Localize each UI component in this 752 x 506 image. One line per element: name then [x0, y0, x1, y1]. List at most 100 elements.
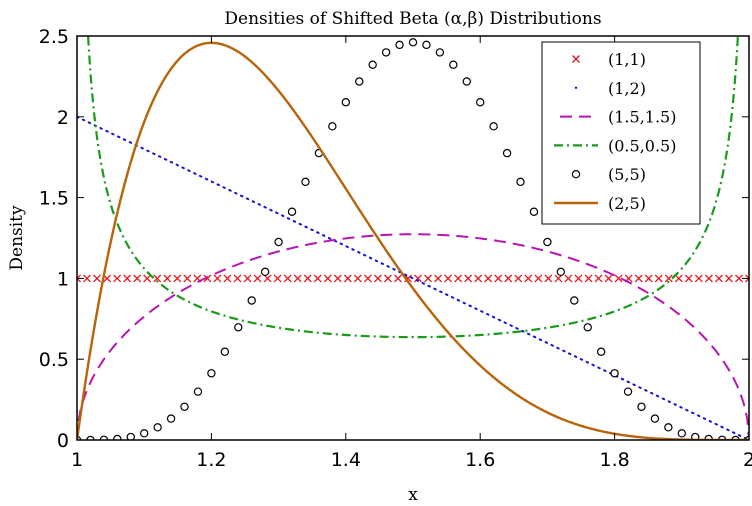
data-point	[454, 274, 463, 283]
data-point	[193, 387, 203, 396]
data-point	[207, 369, 216, 378]
data-point	[303, 274, 312, 283]
data-point	[474, 274, 483, 283]
series-layer	[77, 36, 749, 440]
y-tick-label: 0	[57, 430, 69, 452]
legend-entry: (1.5,1.5)	[560, 108, 676, 127]
data-point	[422, 40, 431, 50]
legend-label: (1,1)	[608, 50, 646, 69]
data-point	[126, 432, 135, 440]
data-point	[604, 274, 613, 283]
y-tick-label: 1.5	[39, 188, 69, 210]
x-axis-label: x	[408, 485, 418, 505]
data-point	[287, 207, 297, 216]
y-tick-label: 2.5	[39, 26, 69, 48]
data-point	[484, 274, 493, 283]
data-point	[714, 274, 723, 283]
data-point	[677, 429, 687, 438]
legend-entry: (1,1)	[572, 50, 646, 69]
data-point	[373, 274, 382, 283]
legend-label: (5,5)	[608, 165, 646, 184]
legend: (1,1) (1,2) (1.5,1.5) (0.5,0.5) (5,5) (2,5)	[541, 41, 701, 225]
data-point	[494, 274, 503, 283]
data-point	[610, 369, 619, 378]
series-0.5-0.5	[87, 36, 739, 339]
data-point	[395, 40, 404, 50]
plot-frame	[76, 35, 750, 441]
data-point	[583, 323, 592, 332]
data-point	[434, 274, 443, 283]
series-1-2	[77, 115, 749, 440]
data-point	[543, 237, 552, 247]
data-point	[634, 274, 643, 283]
data-point	[313, 274, 322, 283]
data-point	[343, 274, 352, 283]
data-point	[694, 274, 703, 283]
data-point	[735, 274, 743, 283]
data-point	[654, 274, 663, 283]
data-point	[274, 237, 283, 247]
data-point	[424, 274, 433, 283]
x-tick-label: 1.6	[465, 449, 495, 471]
data-point	[745, 274, 749, 283]
data-point	[684, 274, 693, 283]
data-point	[368, 60, 377, 69]
data-point	[253, 274, 262, 283]
data-point	[328, 122, 337, 131]
x-tick-label: 1	[71, 449, 83, 471]
y-tick-label: 1	[57, 268, 69, 290]
data-point	[113, 274, 122, 283]
data-point	[637, 402, 646, 411]
data-point	[664, 423, 673, 432]
data-point	[556, 267, 566, 277]
data-point	[393, 274, 402, 283]
data-point	[514, 274, 523, 283]
data-point	[153, 274, 162, 283]
data-point	[564, 274, 573, 283]
series-1-1	[77, 274, 749, 283]
data-point	[293, 274, 302, 283]
data-point	[213, 274, 222, 283]
data-point	[323, 274, 332, 283]
legend-label: (2,5)	[608, 194, 646, 213]
data-point	[464, 274, 473, 283]
data-point	[93, 274, 102, 283]
data-point	[524, 274, 533, 283]
data-point	[596, 347, 606, 356]
data-point	[301, 177, 310, 187]
data-point	[153, 423, 162, 432]
data-point	[273, 274, 282, 283]
data-point	[133, 274, 142, 283]
data-point	[544, 274, 553, 283]
data-point	[462, 77, 471, 86]
x-tick-label: 2	[743, 449, 752, 471]
legend-entry: (2,5)	[554, 194, 646, 213]
legend-swatch	[574, 86, 578, 90]
data-point	[263, 274, 272, 283]
data-point	[260, 267, 270, 277]
data-point	[166, 414, 176, 423]
data-point	[404, 274, 412, 283]
data-point	[502, 148, 512, 158]
data-point	[724, 274, 733, 283]
legend-swatch	[572, 55, 580, 63]
data-point	[363, 274, 372, 283]
data-point	[139, 429, 149, 438]
legend-swatch	[571, 169, 581, 179]
data-point	[574, 274, 583, 283]
data-point	[570, 296, 579, 305]
x-tick-label: 1.4	[331, 449, 361, 471]
data-point	[180, 402, 189, 411]
data-point	[674, 274, 683, 283]
data-point	[83, 274, 91, 283]
plot-area	[77, 36, 749, 440]
data-point	[341, 98, 350, 107]
legend-entry: (1,2)	[574, 79, 646, 98]
axis-ticks: 1 1.2 1.4 1.6 1.8 2 0 0.5 1 1.5 2 2.5	[39, 26, 752, 471]
legend-entry: (5,5)	[571, 165, 646, 184]
data-point	[383, 274, 392, 283]
chart-title: Densities of Shifted Beta (α,β) Distribu…	[224, 9, 601, 29]
data-point	[163, 274, 172, 283]
y-axis-label: Density	[7, 205, 27, 271]
